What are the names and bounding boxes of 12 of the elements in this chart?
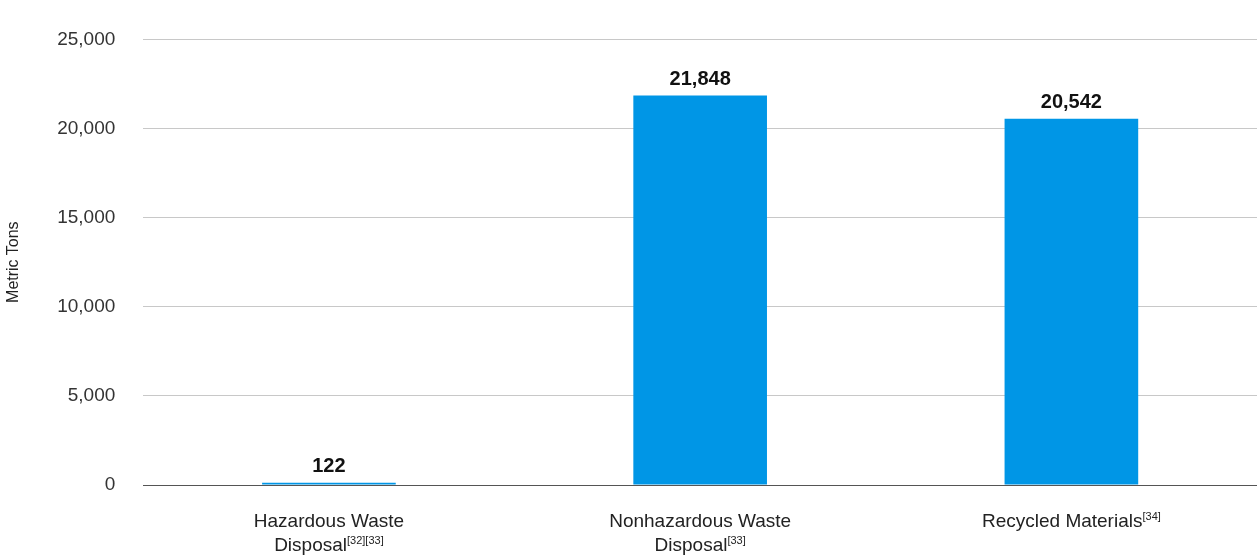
data-label: 21,848 [669,67,731,90]
y-tick-label: 25,000 [57,27,116,49]
y-tick-label: 5,000 [67,384,116,406]
bar [1004,118,1139,485]
y-tick-label: 0 [104,473,116,495]
bar [633,95,767,485]
data-label: 122 [312,454,346,477]
y-tick-label: 15,000 [57,205,116,227]
y-axis-title: Metric Tons [4,221,22,303]
y-tick-label: 20,000 [57,116,116,138]
y-tick-label: 10,000 [57,294,116,316]
data-label: 20,542 [1040,90,1102,113]
